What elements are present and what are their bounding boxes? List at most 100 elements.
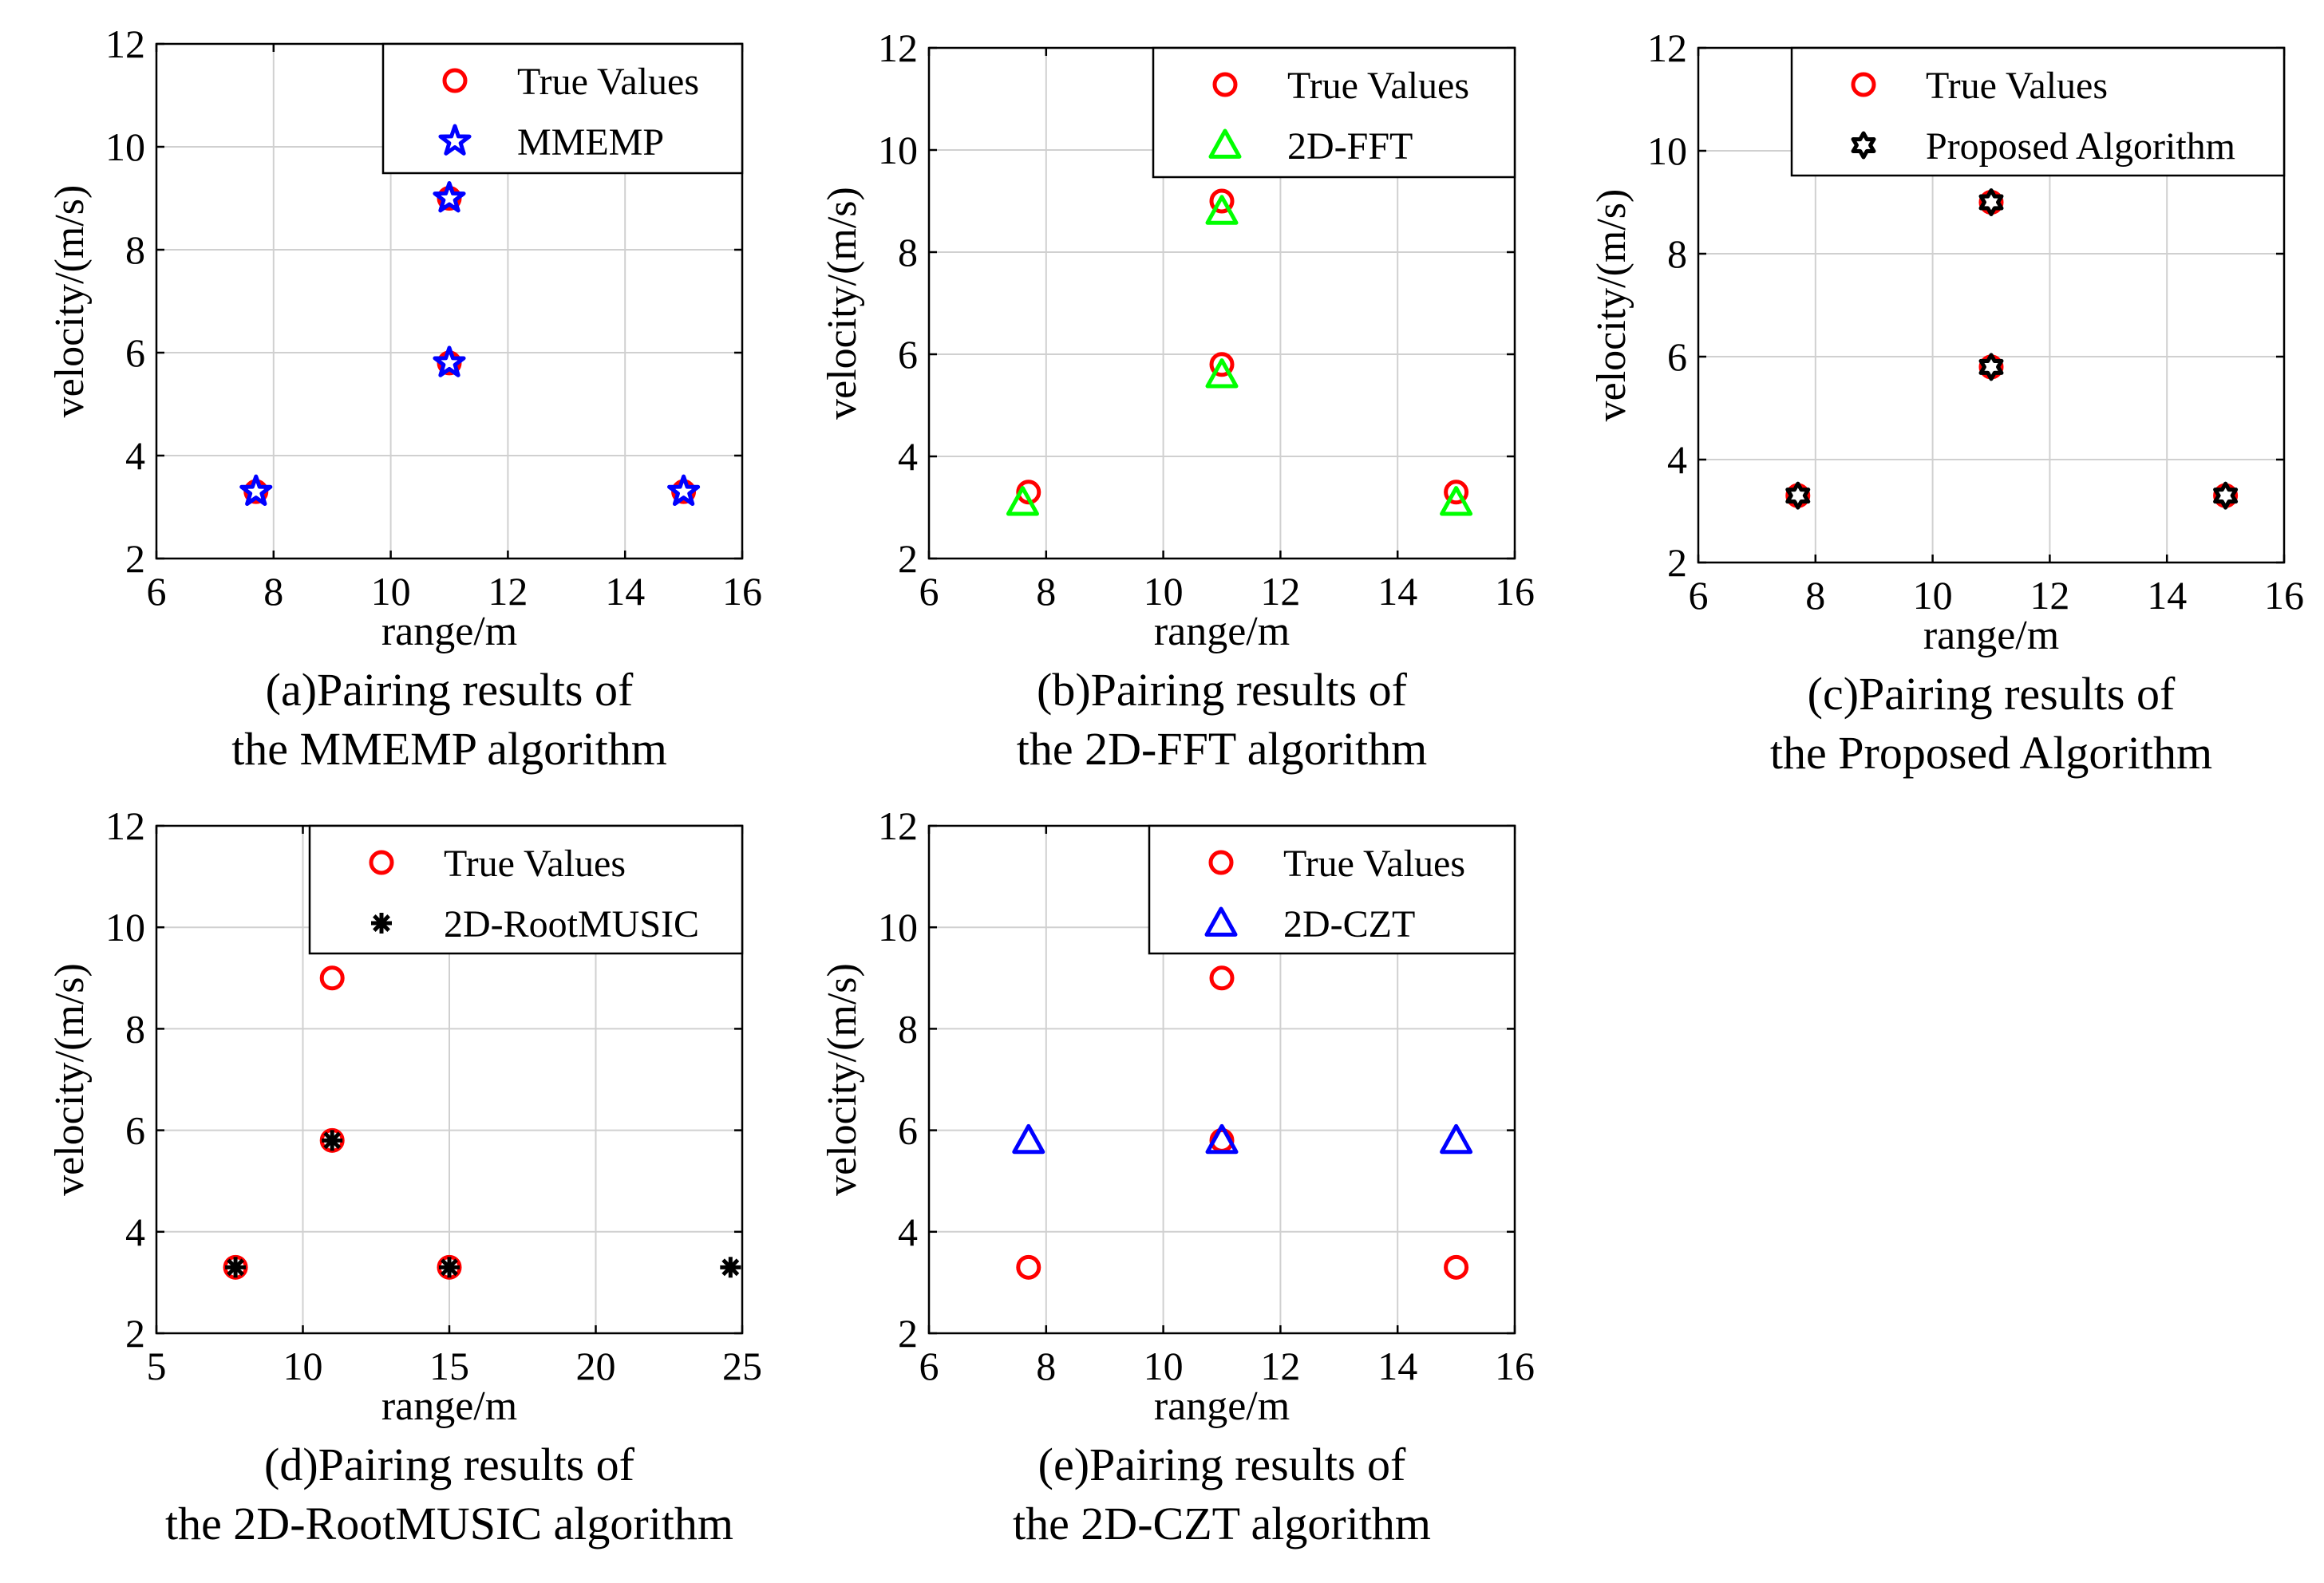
- x-tick-label: 14: [1377, 1344, 1417, 1388]
- y-tick-label: 8: [1667, 231, 1687, 276]
- legend-label: 2D-RootMUSIC: [444, 903, 699, 945]
- x-tick-label: 8: [1805, 573, 1825, 618]
- legend-label: True Values: [517, 61, 699, 103]
- x-tick-label: 6: [147, 569, 167, 614]
- y-tick-label: 2: [125, 536, 145, 581]
- x-tick-label: 12: [488, 569, 528, 614]
- caption-line-1: (b)Pairing results of: [1037, 664, 1408, 716]
- x-tick-label: 14: [605, 569, 645, 614]
- y-axis-label: velocity/(m/s): [820, 963, 865, 1196]
- y-tick-label: 12: [105, 22, 145, 66]
- legend: True Values 2D-FFT: [1152, 46, 1516, 179]
- y-tick-label: 2: [1667, 540, 1687, 585]
- caption-line-1: (e)Pairing results of: [1038, 1439, 1406, 1490]
- chart-panel-c: 6 8 10 12 14 1624681012range/mvelocity/(m/s)(…: [1589, 26, 2304, 779]
- data-point-pentagram: [433, 345, 466, 377]
- chart-panel-d: 5 10 15 20 25 2 4 6 8 10 12 range/m velocity/(m/s) (d…: [47, 803, 762, 1549]
- caption-line-2: the 2D-CZT algorithm: [1013, 1498, 1431, 1549]
- legend-label: Proposed Algorithm: [1926, 125, 2235, 168]
- x-tick-label: 8: [1036, 569, 1056, 614]
- chart-panel-e: 6 8 10 12 14 1624681012range/mvelocity/(m/s)(…: [820, 803, 1535, 1549]
- legend-marker-triangle: [1208, 128, 1242, 159]
- legend: True Values MMEMP: [381, 42, 744, 175]
- y-tick-label: 6: [125, 330, 145, 375]
- x-axis-label: range/m: [381, 609, 517, 654]
- y-tick-label: 8: [125, 1006, 145, 1051]
- y-tick-label: 10: [1647, 128, 1687, 173]
- data-point-triangle: [1205, 1123, 1239, 1155]
- y-tick-label: 2: [898, 536, 918, 581]
- legend-marker-pentagram: [438, 124, 472, 156]
- y-tick-label: 10: [105, 905, 145, 949]
- data-point-pentagram: [667, 474, 701, 507]
- y-tick-label: 2: [898, 1311, 918, 1356]
- x-tick-label: 10: [1913, 573, 1953, 618]
- legend-label: True Values: [1287, 65, 1469, 107]
- y-tick-label: 8: [125, 227, 145, 272]
- data-point-triangle: [1205, 195, 1239, 225]
- data-point-hexagram: [1785, 481, 1811, 510]
- x-tick-label: 14: [1377, 569, 1417, 614]
- y-axis-label: velocity/(m/s): [820, 187, 865, 420]
- data-point-triangle: [1440, 486, 1473, 516]
- legend-marker-hexagram: [1851, 131, 1876, 160]
- x-tick-label: 5: [147, 1344, 167, 1388]
- data-point-circle: [1209, 188, 1235, 214]
- caption-line-2: the Proposed Algorithm: [1770, 727, 2212, 779]
- legend-marker-circle: [1212, 72, 1238, 97]
- chart-panel-b: 6 8 10 12 14 1624681012range/mvelocity/(m/s)(…: [820, 26, 1535, 775]
- legend: True Values 2D-CZT: [1148, 824, 1516, 955]
- x-axis-label: range/m: [1923, 613, 2059, 658]
- y-tick-label: 10: [878, 905, 918, 949]
- y-tick-label: 6: [125, 1108, 145, 1153]
- legend: True Values Proposed Algorithm: [1790, 46, 2286, 177]
- y-tick-label: 4: [898, 1210, 918, 1254]
- y-axis-label: velocity/(m/s): [1589, 189, 1634, 422]
- legend-label: True Values: [1926, 65, 2108, 107]
- y-tick-label: 12: [105, 803, 145, 848]
- data-point-hexagram: [2213, 481, 2239, 510]
- x-tick-label: 14: [2147, 573, 2187, 618]
- x-tick-label: 16: [1495, 569, 1535, 614]
- y-tick-label: 12: [878, 26, 918, 70]
- y-tick-label: 6: [1667, 334, 1687, 379]
- x-axis-label: range/m: [1154, 1384, 1290, 1429]
- y-tick-label: 10: [878, 128, 918, 172]
- x-tick-label: 20: [576, 1344, 616, 1388]
- caption-line-2: the 2D-FFT algorithm: [1017, 723, 1427, 775]
- y-tick-label: 12: [1647, 26, 1687, 70]
- x-tick-label: 16: [2264, 573, 2304, 618]
- x-tick-label: 12: [1260, 569, 1300, 614]
- x-tick-label: 10: [283, 1344, 323, 1388]
- x-axis-label: range/m: [381, 1384, 517, 1429]
- data-point-pentagram: [433, 181, 466, 213]
- data-point-triangle: [1006, 486, 1039, 516]
- x-tick-label: 6: [919, 569, 939, 614]
- legend-box: [381, 42, 744, 175]
- x-tick-label: 8: [263, 569, 283, 614]
- data-point-triangle: [1012, 1123, 1045, 1155]
- x-tick-label: 10: [1144, 1344, 1184, 1388]
- data-point-hexagram: [1978, 188, 2004, 216]
- y-axis-label: velocity/(m/s): [47, 963, 93, 1196]
- y-tick-label: 4: [125, 433, 145, 478]
- y-tick-label: 2: [125, 1311, 145, 1356]
- caption-line-1: (a)Pairing results of: [266, 664, 634, 716]
- y-tick-label: 6: [898, 332, 918, 377]
- legend-label: True Values: [444, 843, 626, 885]
- legend-marker-circle: [442, 68, 468, 93]
- y-tick-label: 4: [898, 434, 918, 479]
- caption-line-2: the MMEMP algorithm: [231, 723, 667, 775]
- caption-line-1: (c)Pairing results of: [1808, 668, 2176, 720]
- x-tick-label: 10: [371, 569, 411, 614]
- legend-marker-asterisk: [371, 913, 392, 934]
- x-tick-label: 8: [1036, 1344, 1056, 1388]
- legend-marker-triangle: [1204, 906, 1238, 937]
- legend-marker-circle: [1208, 850, 1234, 875]
- data-point-asterisk: [439, 1257, 460, 1278]
- y-tick-label: 6: [898, 1108, 918, 1153]
- data-point-circle: [1016, 1254, 1041, 1280]
- y-tick-label: 10: [105, 124, 145, 169]
- data-point-triangle: [1205, 358, 1239, 389]
